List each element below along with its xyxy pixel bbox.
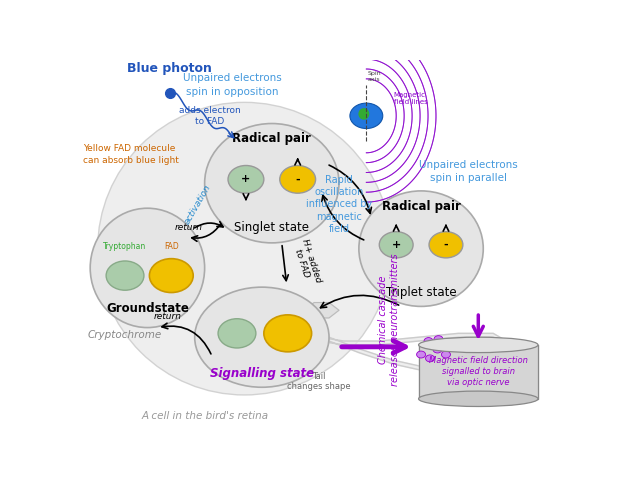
Circle shape — [426, 355, 435, 362]
Text: Radical pair: Radical pair — [232, 132, 311, 145]
Text: Radical pair: Radical pair — [381, 200, 460, 213]
Text: Tryptophan: Tryptophan — [103, 242, 146, 251]
Circle shape — [218, 318, 256, 348]
Circle shape — [264, 315, 311, 352]
Circle shape — [433, 346, 442, 353]
Ellipse shape — [195, 287, 329, 387]
Text: Magnetic
field lines: Magnetic field lines — [394, 92, 428, 105]
Polygon shape — [309, 334, 518, 380]
Circle shape — [106, 261, 144, 290]
Circle shape — [150, 258, 193, 292]
Ellipse shape — [419, 337, 538, 352]
Ellipse shape — [205, 124, 339, 243]
Text: Triplet state: Triplet state — [386, 286, 456, 300]
Ellipse shape — [98, 102, 391, 395]
Text: Singlet state: Singlet state — [234, 221, 309, 234]
Circle shape — [228, 166, 264, 193]
Text: Yellow FAD molecule
can absorb blue light: Yellow FAD molecule can absorb blue ligh… — [83, 144, 178, 165]
Circle shape — [442, 351, 451, 358]
Text: Chemical cascade
releases neurotransmitters: Chemical cascade releases neurotransmitt… — [378, 254, 399, 386]
Text: -: - — [295, 174, 300, 184]
Ellipse shape — [419, 391, 538, 406]
Circle shape — [280, 166, 316, 193]
Circle shape — [417, 351, 426, 358]
Text: Groundstate: Groundstate — [106, 302, 189, 315]
Text: Unpaired electrons
spin in parallel: Unpaired electrons spin in parallel — [419, 160, 517, 184]
Polygon shape — [419, 345, 538, 399]
Text: return: return — [153, 312, 181, 320]
Text: +: + — [392, 240, 401, 250]
Text: adds electron
to FAD: adds electron to FAD — [178, 106, 241, 126]
Circle shape — [379, 232, 413, 258]
Circle shape — [350, 103, 383, 128]
Text: FAD: FAD — [164, 242, 178, 251]
Text: activation: activation — [182, 183, 213, 226]
Text: Cryptochrome: Cryptochrome — [88, 330, 162, 340]
Circle shape — [429, 232, 463, 258]
Ellipse shape — [358, 108, 369, 120]
Text: Signalling state: Signalling state — [210, 368, 314, 380]
Text: +: + — [241, 174, 250, 184]
Text: H+ added
to FAD: H+ added to FAD — [290, 238, 323, 286]
Text: Unpaired electrons
spin in opposition: Unpaired electrons spin in opposition — [182, 74, 281, 96]
Text: Rapid
oscillation
influenced by
magnetic
field: Rapid oscillation influenced by magnetic… — [306, 174, 372, 234]
Text: A cell in the bird's retina: A cell in the bird's retina — [141, 411, 268, 421]
Polygon shape — [304, 302, 339, 318]
Circle shape — [434, 336, 443, 342]
Text: -: - — [444, 240, 448, 250]
Text: Magnetic field direction
signalled to brain
via optic nerve: Magnetic field direction signalled to br… — [429, 356, 528, 388]
Ellipse shape — [91, 208, 205, 328]
Text: return: return — [175, 223, 203, 232]
Circle shape — [424, 338, 433, 344]
Circle shape — [439, 344, 448, 350]
Text: Spin
axis: Spin axis — [367, 71, 381, 82]
Text: Blue photon: Blue photon — [127, 62, 213, 76]
Ellipse shape — [359, 191, 483, 306]
Text: Tail
changes shape: Tail changes shape — [287, 372, 351, 391]
